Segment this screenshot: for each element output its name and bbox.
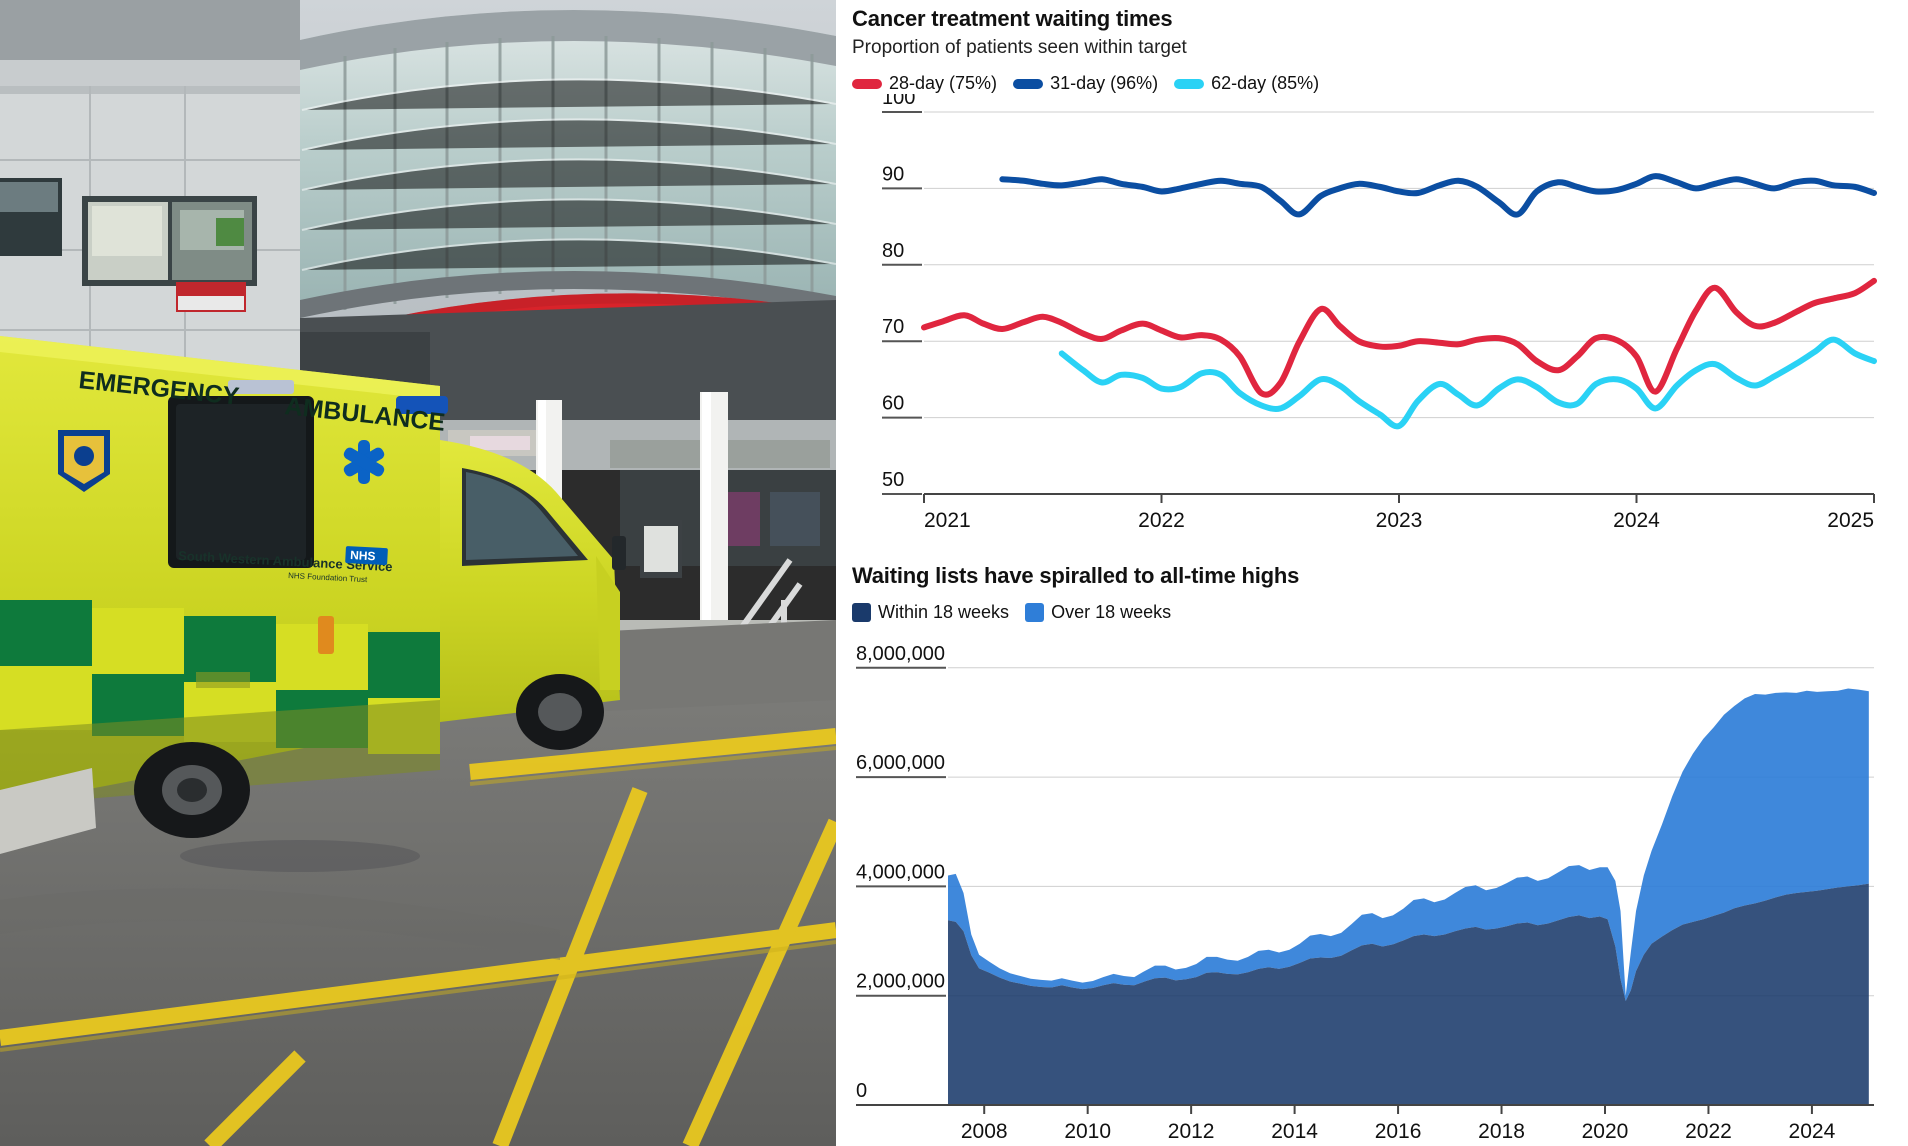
- chart1-ytick: 70: [882, 316, 904, 338]
- chart2-xtick: 2008: [961, 1120, 1008, 1143]
- chart2-ytick: 4,000,000: [856, 862, 945, 884]
- chart2-area-over18: [948, 688, 1869, 1002]
- legend-swatch-over18: [1025, 603, 1045, 623]
- legend-item-31day[interactable]: 31-day (96%): [1013, 73, 1158, 94]
- legend-label-over18: Over 18 weeks: [1051, 602, 1172, 623]
- chart2-title: Waiting lists have spiralled to all-time…: [852, 563, 1300, 589]
- legend-label-28day: 28-day (75%): [889, 73, 998, 94]
- legend-item-62day[interactable]: 62-day (85%): [1174, 73, 1319, 94]
- chart1-series-line: [999, 173, 1877, 218]
- chart1-xtick: 2025: [1827, 509, 1874, 532]
- chart1-ytick: 60: [882, 393, 904, 415]
- chart1-series-line: [1058, 336, 1877, 430]
- chart2-xtick: 2018: [1478, 1120, 1525, 1143]
- chart2-ytick: 8,000,000: [856, 643, 945, 665]
- legend-label-within18: Within 18 weeks: [878, 602, 1010, 623]
- chart2-xtick: 2014: [1271, 1120, 1318, 1143]
- ambulance-vehicle: EMERGENCY AMBULANCE South Western Ambula…: [0, 336, 626, 838]
- chart2-plot: 8,000,000 6,000,000 4,000,000 2,000,000 0 200…: [852, 623, 1880, 1146]
- chart2-xtick: 2024: [1789, 1120, 1836, 1143]
- chart2-xtick: 2022: [1685, 1120, 1732, 1143]
- chart1-ytick: 100: [882, 94, 915, 109]
- chart2-xtick: 2020: [1582, 1120, 1629, 1143]
- legend-swatch-28day: [852, 78, 882, 89]
- charts-pane: Cancer treatment waiting times Proportio…: [836, 0, 1908, 1146]
- chart1-series-line: [921, 277, 1877, 398]
- chart1-plot: 100 90 80 70 60 50 2021 2022 2023 2024 2025: [852, 94, 1880, 549]
- chart1-subtitle: Proportion of patients seen within targe…: [852, 37, 1187, 59]
- chart1-title: Cancer treatment waiting times: [852, 6, 1173, 31]
- legend-item-over18[interactable]: Over 18 weeks: [1025, 602, 1171, 623]
- chart2-xtick: 2010: [1064, 1120, 1111, 1143]
- nhs-logo-text: NHS: [350, 548, 376, 563]
- chart2-ytick: 0: [856, 1080, 867, 1102]
- legend-swatch-31day: [1013, 78, 1044, 89]
- chart1-ytick: 90: [882, 164, 904, 186]
- legend-item-28day[interactable]: 28-day (75%): [852, 73, 997, 94]
- chart1-xtick: 2021: [924, 509, 971, 532]
- chart1-legend: 28-day (75%) 31-day (96%) 62-day (85%): [852, 73, 1880, 94]
- chart2-ytick: 2,000,000: [856, 971, 945, 993]
- legend-swatch-62day: [1174, 78, 1205, 89]
- hospital-ambulance-photo: Accident & Emergency: [0, 0, 836, 1146]
- legend-label-31day: 31-day (96%): [1050, 73, 1159, 94]
- chart2-xtick: 2012: [1168, 1120, 1215, 1143]
- chart1-ytick: 80: [882, 240, 904, 262]
- chart1-xtick: 2024: [1613, 509, 1660, 532]
- chart1-ytick: 50: [882, 469, 904, 491]
- legend-item-within18[interactable]: Within 18 weeks: [852, 602, 1009, 623]
- chart2-ytick: 6,000,000: [856, 753, 945, 775]
- waiting-lists-chart: Waiting lists have spiralled to all-time…: [852, 563, 1880, 1146]
- cancer-waiting-times-chart: Cancer treatment waiting times Proportio…: [852, 0, 1880, 549]
- ambulance-operator-sub: NHS Foundation Trust: [288, 571, 368, 584]
- chart2-xtick: 2016: [1375, 1120, 1422, 1143]
- chart2-legend: Within 18 weeks Over 18 weeks: [852, 602, 1880, 623]
- legend-swatch-within18: [852, 603, 871, 623]
- chart1-xtick: 2022: [1138, 509, 1185, 532]
- chart2-area-within18: [948, 884, 1869, 1106]
- legend-label-62day: 62-day (85%): [1211, 73, 1320, 94]
- chart1-xtick: 2023: [1376, 509, 1423, 532]
